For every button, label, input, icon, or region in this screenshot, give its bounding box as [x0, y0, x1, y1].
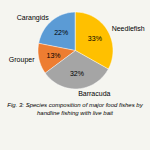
svg-text:22%: 22% [54, 29, 68, 36]
html-text:Fig. 3: Species composition of: Fig. 3: Species composition of major foo… [7, 102, 143, 116]
svg-text:33%: 33% [88, 35, 102, 42]
svg-text:Carangids: Carangids [17, 14, 49, 22]
svg-text:Grouper: Grouper [9, 56, 35, 64]
svg-text:32%: 32% [70, 70, 84, 77]
svg-text:13%: 13% [47, 52, 61, 59]
svg-text:Needlefish: Needlefish [112, 25, 145, 32]
svg-text:Barracuda: Barracuda [78, 90, 110, 97]
